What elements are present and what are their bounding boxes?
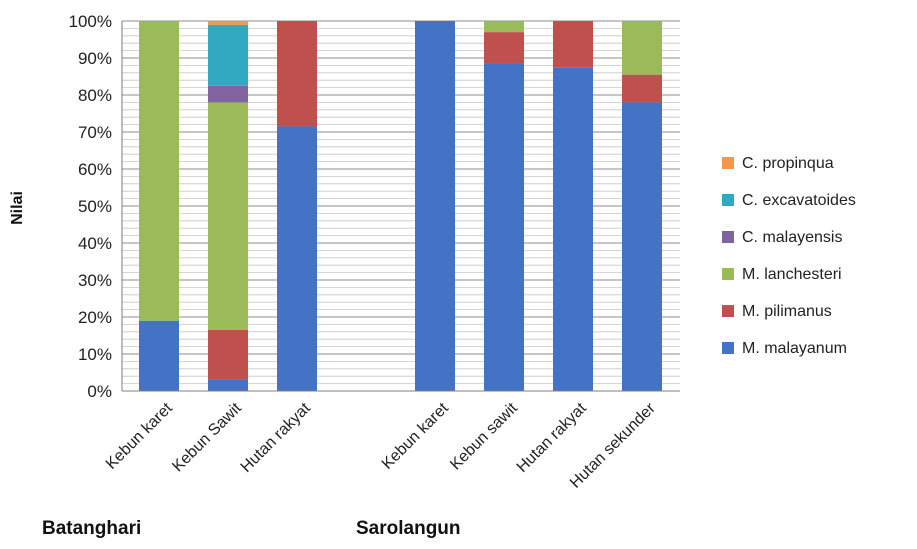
bar-segment [553, 21, 593, 68]
legend-swatch [722, 231, 734, 243]
legend-label: M. pilimanus [742, 303, 832, 320]
y-tick-label: 0% [87, 382, 112, 401]
bar-segment [208, 102, 248, 330]
legend-label: M. lanchesteri [742, 266, 842, 283]
y-tick-label: 30% [78, 271, 112, 290]
bar-segment [277, 21, 317, 127]
legend-swatch [722, 194, 734, 206]
legend-swatch [722, 342, 734, 354]
bar-segment [208, 329, 248, 380]
y-tick-label: 80% [78, 86, 112, 105]
legend-label: C. malayensis [742, 229, 842, 246]
y-tick-label: 50% [78, 197, 112, 216]
bar-segment [484, 63, 524, 392]
legend-label: M. malayanum [742, 340, 847, 357]
bar-segment [415, 21, 455, 391]
bars [139, 21, 662, 392]
bar-segment [208, 379, 248, 391]
legend-label: C. propinqua [742, 155, 834, 172]
y-tick-label: 90% [78, 49, 112, 68]
bar-segment [208, 24, 248, 86]
bar-segment [139, 320, 179, 391]
legend: C. propinqua C. excavatoides C. malayensis… [722, 155, 856, 357]
bar-segment [622, 21, 662, 75]
y-tick-label: 40% [78, 234, 112, 253]
legend-label: C. excavatoides [742, 192, 856, 209]
y-tick-label: 20% [78, 308, 112, 327]
bar-segment [208, 21, 248, 25]
bar-segment [139, 21, 179, 321]
x-group-label: Batanghari [42, 518, 141, 539]
legend-swatch [722, 157, 734, 169]
bar-segment [622, 74, 662, 103]
y-tick-label: 10% [78, 345, 112, 364]
bar-segment [553, 67, 593, 391]
legend-swatch [722, 305, 734, 317]
y-tick-label: 70% [78, 123, 112, 142]
bar-segment [484, 21, 524, 33]
bar-segment [484, 32, 524, 64]
y-axis-title: Nilai [9, 191, 26, 225]
bar-segment [208, 85, 248, 103]
bar-segment [622, 102, 662, 392]
x-group-label: Sarolangun [356, 518, 461, 539]
legend-swatch [722, 268, 734, 280]
bar-segment [277, 126, 317, 391]
y-tick-label: 100% [69, 12, 112, 31]
y-tick-label: 60% [78, 160, 112, 179]
